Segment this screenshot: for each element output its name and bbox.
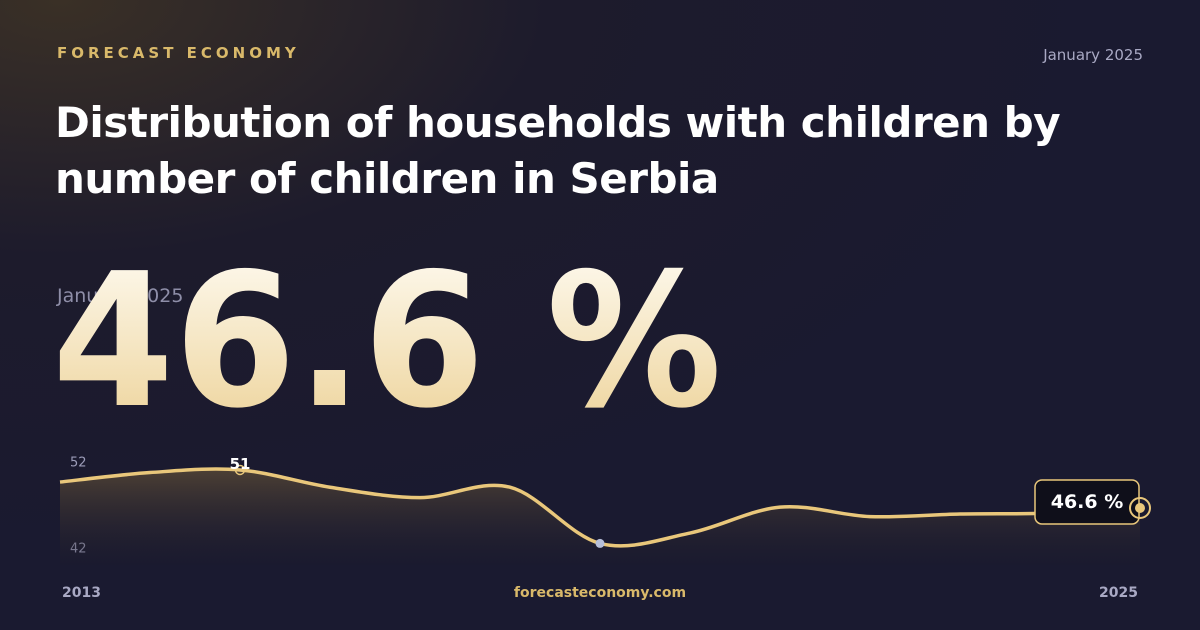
peak-point — [234, 464, 246, 476]
value-label: 51 — [230, 455, 251, 473]
title-box: Distribution of households with children… — [55, 98, 1061, 203]
x-tick-label: 2025 — [1099, 585, 1138, 601]
end-point — [1135, 502, 1145, 513]
subtitle: January 2025 — [56, 285, 183, 307]
x-tick-label: 2013 — [62, 585, 101, 601]
y-tick-label: 52 — [70, 455, 87, 470]
value-label: 46.6 % — [1051, 491, 1124, 513]
plot: 4252201320255146.6 % — [59, 455, 1151, 601]
footer: forecasteconomy.com — [514, 585, 686, 601]
brand: FORECAST ECONOMY — [57, 44, 300, 62]
min-point — [595, 538, 605, 548]
date: January 2025 — [1042, 46, 1143, 64]
chart-title: Distribution of households with children… — [55, 98, 1061, 203]
headline: 46.6 % — [52, 233, 722, 449]
label-box — [1034, 479, 1140, 525]
end-ring — [1129, 496, 1151, 519]
area — [60, 469, 1140, 565]
